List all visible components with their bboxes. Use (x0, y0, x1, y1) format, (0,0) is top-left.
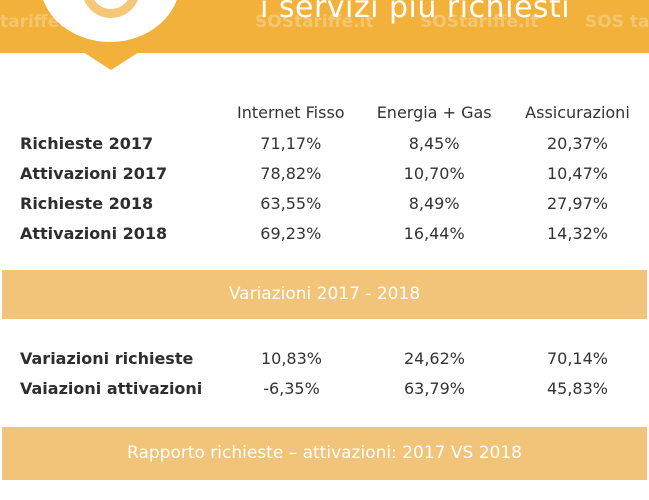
section-band-variazioni: Variazioni 2017 - 2018 (2, 270, 647, 319)
cell-value: 70,14% (546, 348, 608, 368)
table-row: Richieste 2018 63,55% 8,49% 27,97% (0, 188, 649, 218)
cell-value: 10,47% (546, 163, 608, 183)
table-row: Vaiazioni attivazioni -6,35% 63,79% 45,8… (0, 373, 649, 403)
cell-value: 27,97% (546, 193, 608, 213)
watermark: SOStariffe.it (255, 12, 374, 32)
table-row: Attivazioni 2018 69,23% 16,44% 14,32% (0, 218, 649, 248)
variations-table: Variazioni richieste 10,83% 24,62% 70,14… (0, 343, 649, 403)
cell-value: 69,23% (260, 223, 322, 243)
cell-value: 8,45% (408, 133, 460, 153)
table-row: Richieste 2017 71,17% 8,45% 20,37% (0, 128, 649, 158)
row-label: Vaiazioni attivazioni (20, 378, 203, 398)
cell-value: 63,79% (403, 378, 465, 398)
header-spacer (0, 96, 219, 128)
row-label: Attivazioni 2018 (20, 223, 168, 243)
section-band-rapporto: Rapporto richieste – attivazioni: 2017 V… (2, 427, 647, 480)
header-pointer (83, 52, 139, 70)
cell-value: 63,55% (260, 193, 322, 213)
table-header-row: Internet Fisso Energia + Gas Assicurazio… (0, 96, 649, 128)
page-title: i servizi più richiesti (260, 0, 571, 25)
cell-value: 24,62% (403, 348, 465, 368)
row-label: Attivazioni 2017 (20, 163, 168, 183)
table-row: Variazioni richieste 10,83% 24,62% 70,14… (0, 343, 649, 373)
row-label: Richieste 2018 (20, 193, 154, 213)
table-row: Attivazioni 2017 78,82% 10,70% 10,47% (0, 158, 649, 188)
cell-value: 10,70% (403, 163, 465, 183)
cell-value: 78,82% (260, 163, 322, 183)
cell-value: -6,35% (263, 378, 320, 398)
cell-value: 45,83% (546, 378, 608, 398)
cell-value: 8,49% (408, 193, 460, 213)
cell-value: 14,32% (546, 223, 608, 243)
header-banner: tariffe.it SOStariffe.it SOStariffe.it S… (0, 0, 649, 53)
cell-value: 71,17% (260, 133, 322, 153)
watermark: SOS ta (585, 12, 649, 32)
column-header: Internet Fisso (237, 102, 345, 122)
row-label: Richieste 2017 (20, 133, 154, 153)
column-header: Assicurazioni (525, 102, 630, 122)
row-label: Variazioni richieste (20, 348, 194, 368)
cell-value: 20,37% (546, 133, 608, 153)
watermark: SOStariffe.it (420, 12, 539, 32)
column-header: Energia + Gas (376, 102, 492, 122)
cell-value: 10,83% (260, 348, 322, 368)
stats-table-2017-2018: Internet Fisso Energia + Gas Assicurazio… (0, 96, 649, 248)
cell-value: 16,44% (403, 223, 465, 243)
